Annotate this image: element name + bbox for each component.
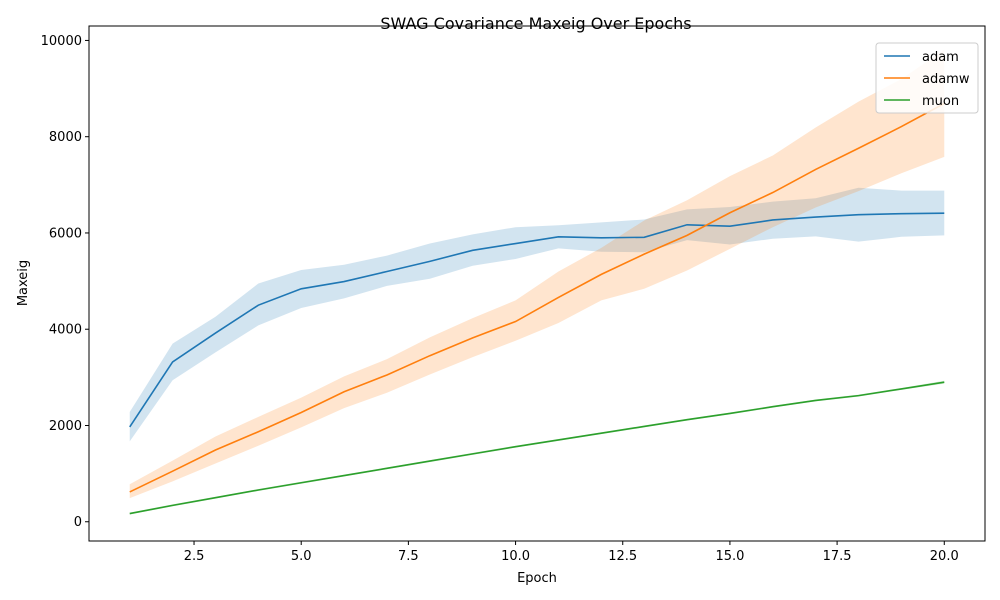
x-axis-label: Epoch: [517, 571, 557, 586]
legend: adam adamw muon: [875, 42, 979, 114]
plot-area: 2.5 5.0 7.5 10.0 12.5 15.0 17.5 20.0 0 2000 4000 6…: [41, 25, 986, 564]
x-tick-label: 10.0: [501, 549, 530, 564]
legend-box: [875, 42, 979, 114]
y-axis-label: Maxeig: [16, 260, 31, 306]
x-tick-label: 7.5: [398, 549, 419, 564]
confidence-bands: [129, 49, 945, 515]
adam-line: [129, 212, 945, 428]
x-tick-label: 5.0: [291, 549, 312, 564]
x-tick-label: 20.0: [930, 549, 959, 564]
x-tick-label: 15.0: [715, 549, 744, 564]
y-tick-label: 2000: [49, 419, 82, 434]
muon-line: [129, 381, 945, 515]
y-tick-label: 4000: [49, 323, 82, 338]
y-tick-label: 0: [74, 515, 82, 530]
x-axis-ticks: 2.5 5.0 7.5 10.0 12.5 15.0 17.5 20.0: [184, 541, 959, 564]
x-tick-label: 12.5: [608, 549, 637, 564]
legend-label-adamw: adamw: [922, 72, 970, 87]
x-tick-label: 17.5: [823, 549, 852, 564]
y-axis-ticks: 0 2000 4000 6000 8000 10000: [41, 34, 89, 530]
muon-band: [129, 380, 945, 515]
x-tick-label: 2.5: [184, 549, 205, 564]
y-tick-label: 8000: [49, 130, 82, 145]
series-lines: [129, 102, 945, 515]
y-tick-label: 6000: [49, 226, 82, 241]
adamw-line: [129, 102, 945, 493]
y-tick-label: 10000: [41, 34, 82, 49]
plot-frame: [88, 25, 986, 542]
chart-title: SWAG Covariance Maxeig Over Epochs: [380, 14, 691, 33]
adam-band: [129, 187, 945, 442]
adamw-band: [129, 49, 945, 499]
legend-label-muon: muon: [922, 94, 959, 109]
legend-label-adam: adam: [922, 50, 959, 65]
